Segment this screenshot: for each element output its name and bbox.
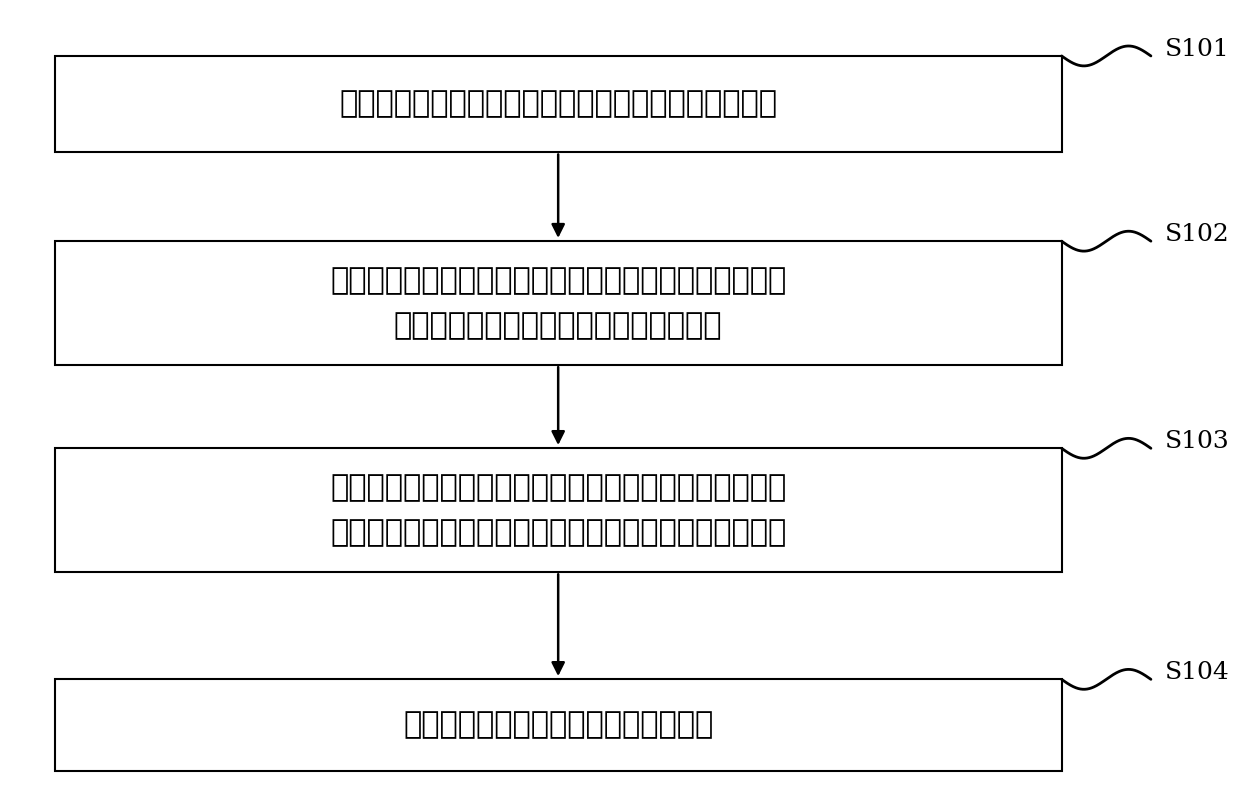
Text: S101: S101 (1166, 38, 1230, 61)
Text: 根据基板温度和结温温升计算瞬态结温: 根据基板温度和结温温升计算瞬态结温 (403, 710, 713, 741)
Text: S102: S102 (1166, 223, 1230, 246)
Text: 建立基于模块内置热敏电阻温度信息为参考点的热阻网络
模型，并根据功率模块损耗和热阻网络模型计算结温温升: 建立基于模块内置热敏电阻温度信息为参考点的热阻网络 模型，并根据功率模块损耗和热… (330, 472, 786, 548)
Text: S104: S104 (1166, 662, 1230, 684)
FancyBboxPatch shape (55, 56, 1061, 151)
FancyBboxPatch shape (55, 448, 1061, 572)
FancyBboxPatch shape (55, 679, 1061, 771)
Text: 获取电路状态信息、损耗参数和内置热敏电阻压降信息: 获取电路状态信息、损耗参数和内置热敏电阻压降信息 (340, 89, 777, 119)
Text: S103: S103 (1166, 431, 1230, 453)
FancyBboxPatch shape (55, 242, 1061, 365)
Text: 根据所述电路状态信息和损耗参数计算功率模块损耗，并
根据内置热敏电阻压降信息计算基板温度: 根据所述电路状态信息和损耗参数计算功率模块损耗，并 根据内置热敏电阻压降信息计算… (330, 265, 786, 341)
